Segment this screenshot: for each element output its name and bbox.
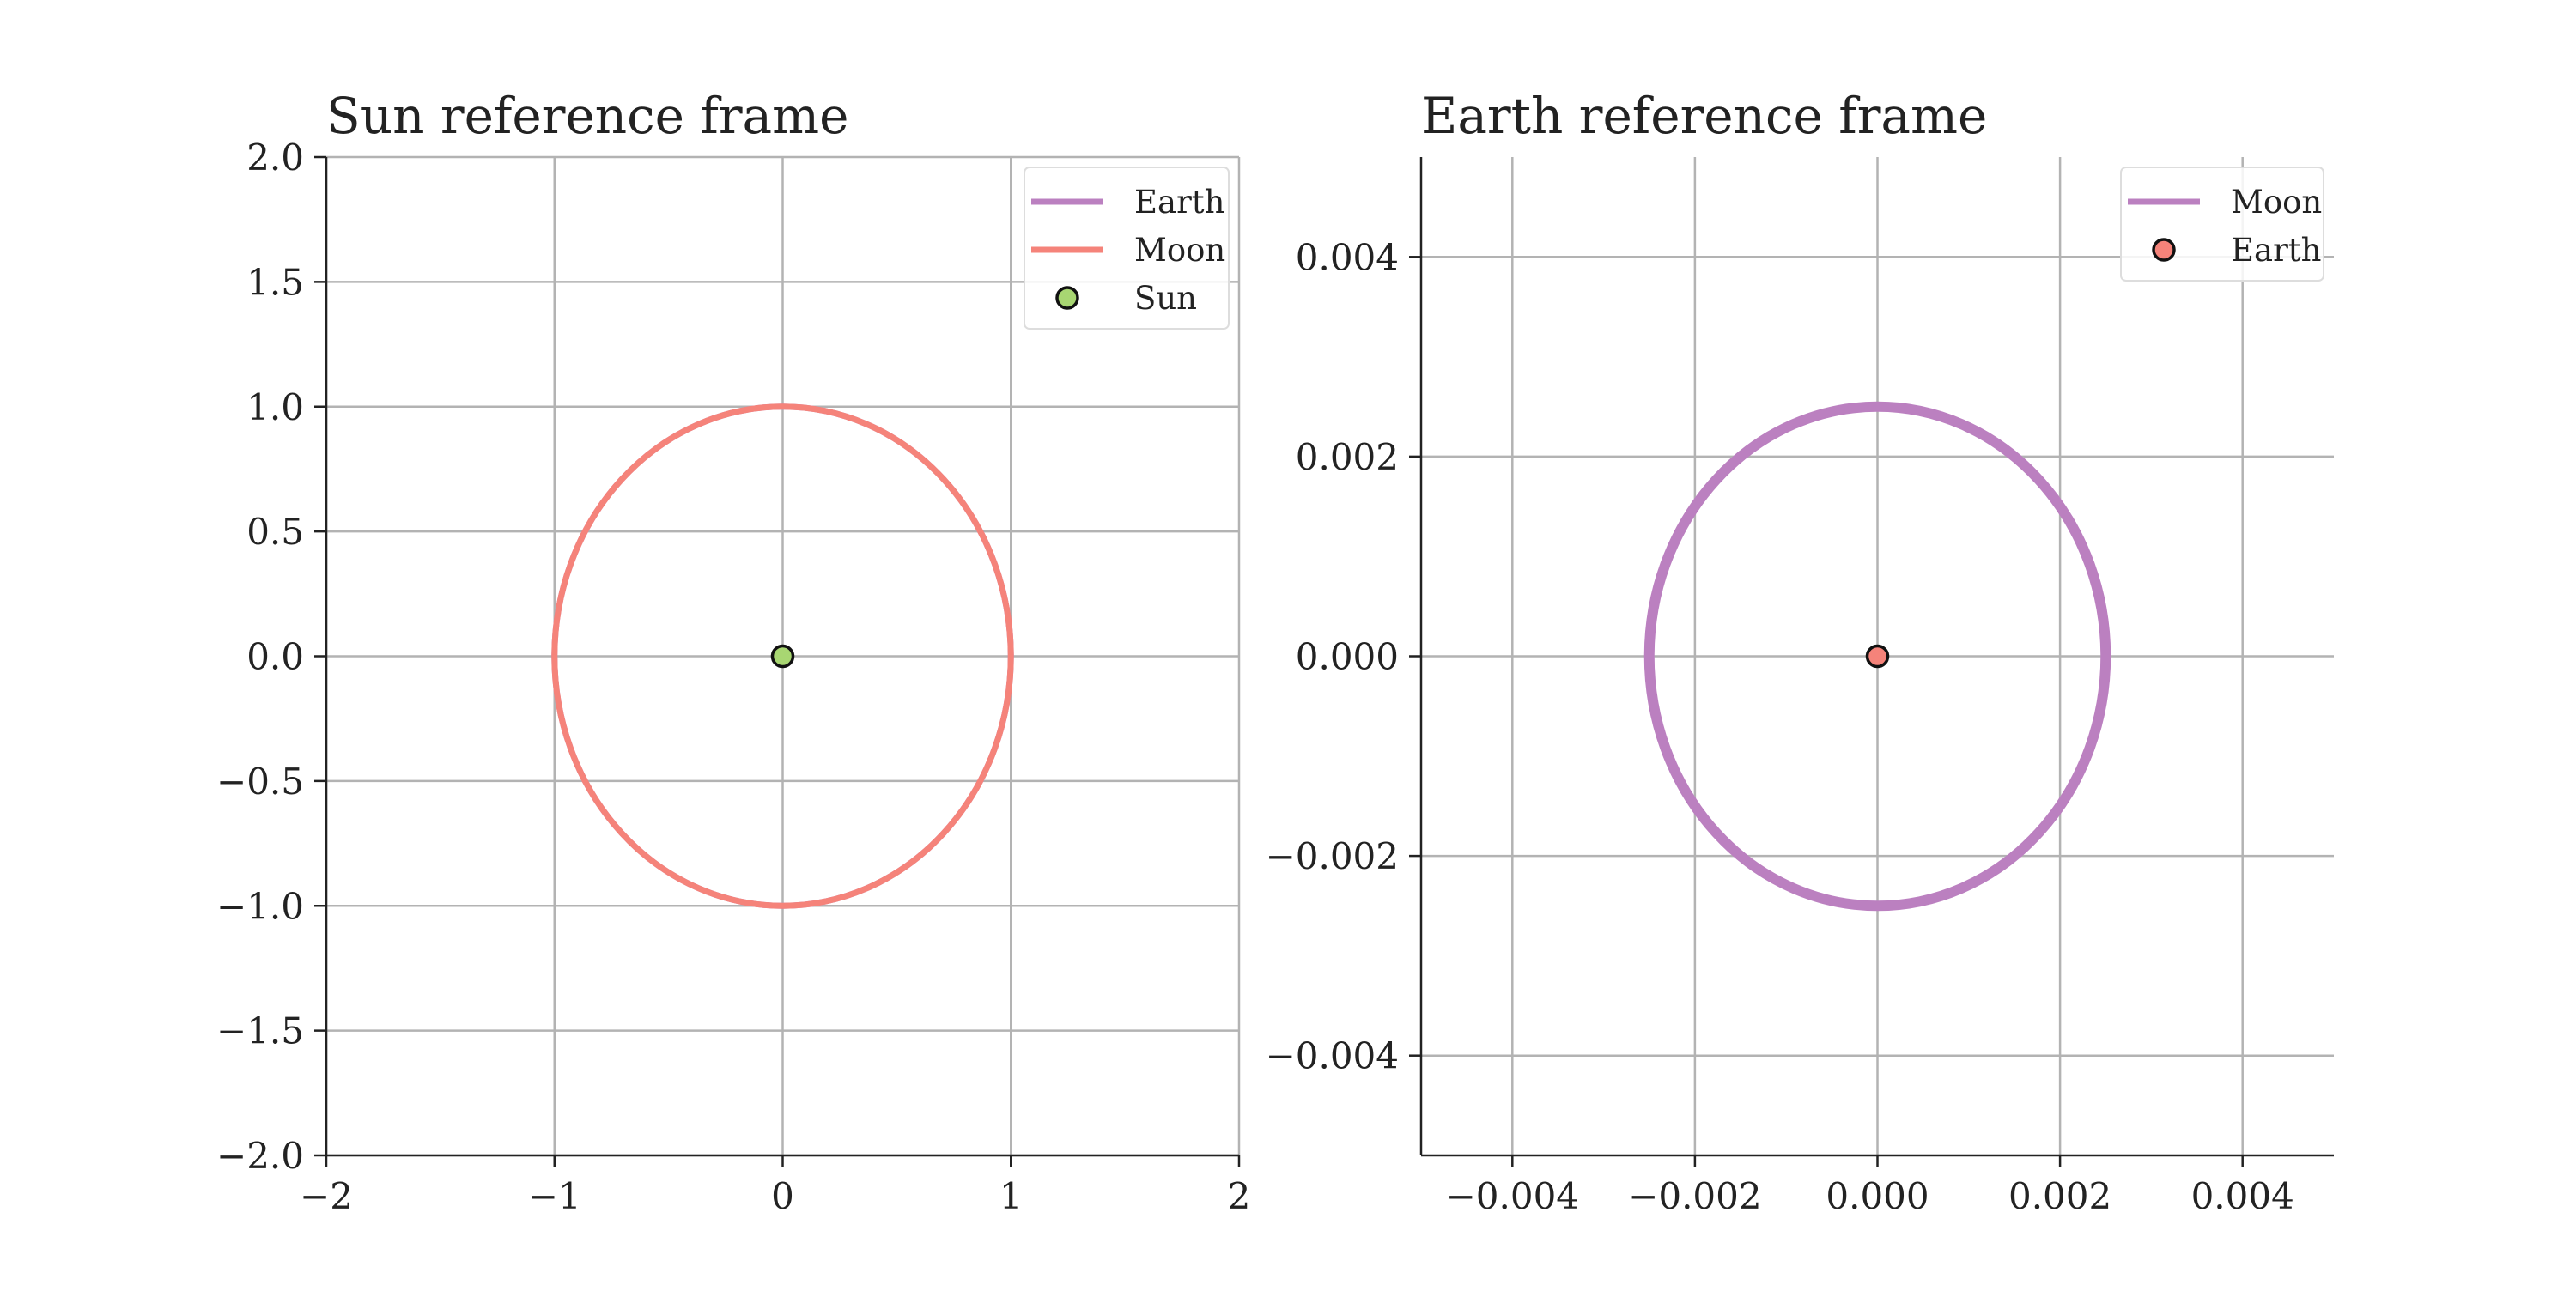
legend-box — [1024, 167, 1230, 330]
point-earth — [1865, 644, 1890, 669]
x-tick-label: 0.000 — [1826, 1175, 1929, 1217]
x-tick-label: −0.002 — [1628, 1175, 1761, 1217]
y-tick-label: −2.0 — [216, 1135, 304, 1177]
y-tick-label: −0.002 — [1266, 835, 1399, 877]
x-tick-label: 0.004 — [2191, 1175, 2294, 1217]
legend-label: Earth — [2231, 232, 2321, 269]
x-tick-label: 0.002 — [2008, 1175, 2111, 1217]
y-tick-label: −1.5 — [216, 1010, 304, 1052]
x-tick-label: −0.004 — [1446, 1175, 1579, 1217]
earth-frame-plot: −0.004 −0.002 0.000 0.002 0.004 −0.004 −0.002 0… — [1266, 87, 2334, 1217]
y-tick-label: 0.000 — [1296, 636, 1399, 678]
legend-label: Moon — [2231, 184, 2322, 221]
y-tick-label: 0.0 — [246, 636, 304, 678]
x-tick-label: 1 — [999, 1175, 1023, 1217]
y-tick-label: 0.002 — [1296, 436, 1399, 478]
y-tick-label: 2.0 — [246, 136, 304, 179]
y-tick-label: −0.5 — [216, 761, 304, 803]
legend-label: Sun — [1134, 280, 1197, 317]
x-tick-label: −1 — [528, 1175, 581, 1217]
x-tick-label: 0 — [771, 1175, 794, 1217]
y-tick-label: 0.5 — [246, 511, 304, 553]
x-tick-label: 2 — [1228, 1175, 1251, 1217]
legend-swatch-earth — [2152, 238, 2176, 262]
y-tick-label: 0.004 — [1296, 236, 1399, 278]
orbit-moon — [551, 403, 1014, 909]
legend-label: Moon — [1134, 232, 1225, 269]
legend-label: Earth — [1134, 184, 1224, 221]
y-tick-label: −1.0 — [216, 885, 304, 927]
chart-title: Sun reference frame — [326, 87, 848, 145]
x-tick-label: −2 — [300, 1175, 353, 1217]
y-tick-label: 1.5 — [246, 261, 304, 303]
orbit-moon — [1643, 401, 2111, 912]
chart-title: Earth reference frame — [1421, 87, 1987, 145]
y-tick-label: 1.0 — [246, 386, 304, 428]
y-tick-label: −0.004 — [1266, 1035, 1399, 1077]
legend-swatch-sun — [1055, 286, 1079, 310]
point-sun — [770, 644, 795, 669]
sun-frame-plot: −2 −1 0 1 2 −2.0 −1.5 −1.0 −0.5 0.0 0.5 1.0 1.5 2.0 Su… — [216, 87, 1250, 1217]
